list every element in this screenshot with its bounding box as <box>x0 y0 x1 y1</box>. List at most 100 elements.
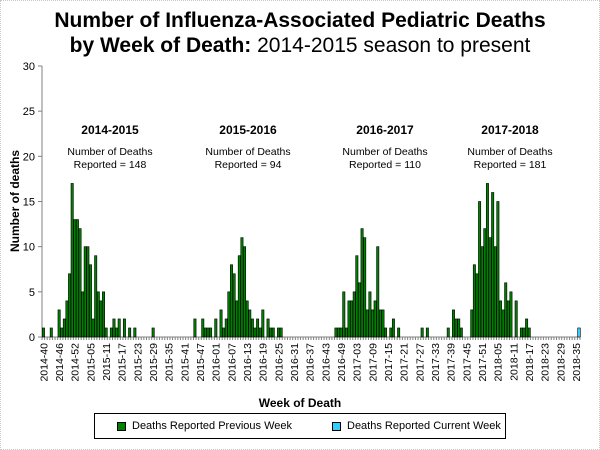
y-tick-label: 15 <box>23 197 35 209</box>
y-tick-label: 10 <box>23 242 35 254</box>
bar-previous-week <box>203 327 207 338</box>
bar-previous-week <box>96 291 100 338</box>
x-tick-label: 2015-41 <box>179 343 191 382</box>
bar-previous-week <box>342 291 346 338</box>
bar-previous-week <box>279 327 283 338</box>
bar-previous-week <box>109 327 113 338</box>
bar-previous-week <box>258 327 262 338</box>
legend-label-current: Deaths Reported Current Week <box>347 420 501 432</box>
bar-previous-week <box>352 291 356 338</box>
x-tick-label: 2014-40 <box>38 343 50 382</box>
bar-previous-week <box>256 318 260 338</box>
x-tick-label: 2017-03 <box>352 343 364 382</box>
bar-previous-week <box>250 318 254 338</box>
bar-previous-week <box>389 327 393 338</box>
x-tick-label: 2017-51 <box>477 343 489 382</box>
bar-previous-week <box>363 237 367 338</box>
bar-previous-week <box>381 309 385 338</box>
bar-previous-week <box>235 300 239 338</box>
title-line2-bold: by Week of Death: <box>69 34 252 57</box>
bar-previous-week <box>420 327 424 338</box>
bar-previous-week <box>68 273 72 338</box>
x-tick-label: 2016-01 <box>211 343 223 382</box>
bar-previous-week <box>459 327 463 338</box>
bar-previous-week <box>384 327 388 338</box>
x-tick-label: 2015-47 <box>195 343 207 382</box>
bar-previous-week <box>514 300 518 338</box>
bar-previous-week <box>201 318 205 338</box>
x-tick-label: 2018-23 <box>540 343 552 382</box>
bar-previous-week <box>115 327 119 338</box>
bar-previous-week <box>483 228 487 338</box>
season-label: 2016-2017 <box>356 123 414 137</box>
y-tick-label: 20 <box>23 151 35 163</box>
bar-previous-week <box>368 291 372 338</box>
y-tick-label: 5 <box>29 287 35 299</box>
season-count-line1: Number of Deaths <box>205 146 290 158</box>
x-tick-label: 2016-13 <box>242 343 254 382</box>
bar-previous-week <box>112 318 116 338</box>
season-count-line1: Number of Deaths <box>342 146 427 158</box>
bar-previous-week <box>253 327 257 338</box>
y-tick-label: 30 <box>23 61 35 73</box>
bar-previous-week <box>81 291 85 338</box>
bar-previous-week <box>271 327 275 338</box>
legend: Deaths Reported Previous Week Deaths Rep… <box>94 413 506 439</box>
x-axis-title: Week of Death <box>259 396 341 410</box>
bar-previous-week <box>347 300 351 338</box>
bar-previous-week <box>522 327 526 338</box>
bar-previous-week <box>224 318 228 338</box>
bar-previous-week <box>122 318 126 338</box>
legend-item-current: Deaths Reported Current Week <box>332 420 501 432</box>
bar-previous-week <box>491 192 495 338</box>
x-tick-label: 2015-11 <box>101 343 113 381</box>
bar-previous-week <box>128 327 132 338</box>
x-tick-label: 2014-52 <box>70 343 82 382</box>
bar-previous-week <box>452 309 455 338</box>
bar-previous-week <box>94 255 98 338</box>
bar-previous-week <box>261 309 265 338</box>
bar-previous-week <box>243 246 247 338</box>
bar-previous-week <box>525 318 529 338</box>
bar-previous-week <box>266 318 270 338</box>
season-count-line1: Number of Deaths <box>467 146 552 158</box>
y-tick-label: 25 <box>23 106 35 118</box>
x-tick-label: 2015-05 <box>85 343 97 382</box>
bar-previous-week <box>269 327 273 338</box>
x-tick-label: 2018-35 <box>571 343 583 382</box>
bar-previous-week <box>446 327 450 338</box>
bar-previous-week <box>425 327 429 338</box>
season-label: 2017-2018 <box>481 123 539 137</box>
bar-previous-week <box>344 327 348 338</box>
y-tick-label: 0 <box>29 332 35 344</box>
x-tick-label: 2016-25 <box>273 343 285 382</box>
y-axis-title: Number of deaths <box>8 150 22 252</box>
bar-previous-week <box>102 291 105 338</box>
bar-previous-week <box>365 309 369 338</box>
bar-previous-week <box>480 246 484 338</box>
season-label: 2015-2016 <box>219 123 277 137</box>
bar-previous-week <box>193 318 197 338</box>
bar-previous-week <box>488 237 492 338</box>
x-tick-label: 2016-19 <box>258 343 270 382</box>
season-count-line2: Reported = 110 <box>349 159 421 171</box>
bar-previous-week <box>519 327 523 338</box>
bar-previous-week <box>397 327 401 338</box>
bar-previous-week <box>358 282 361 338</box>
bar-previous-week <box>371 309 374 338</box>
season-count-line2: Reported = 181 <box>474 159 547 171</box>
bar-previous-week <box>60 327 64 338</box>
bar-previous-week <box>57 309 61 338</box>
bar-previous-week <box>83 246 87 338</box>
bar-previous-week <box>65 300 69 338</box>
x-tick-label: 2017-15 <box>383 343 395 382</box>
x-tick-label: 2015-23 <box>132 343 144 382</box>
x-tick-label: 2017-39 <box>446 343 458 382</box>
bar-previous-week <box>350 300 354 338</box>
bar-previous-week <box>75 219 79 338</box>
bar-current-week <box>577 327 581 338</box>
x-tick-label: 2018-11 <box>508 343 520 381</box>
bar-previous-week <box>527 327 531 338</box>
legend-item-previous: Deaths Reported Previous Week <box>117 420 292 432</box>
x-tick-label: 2014-46 <box>54 343 66 382</box>
